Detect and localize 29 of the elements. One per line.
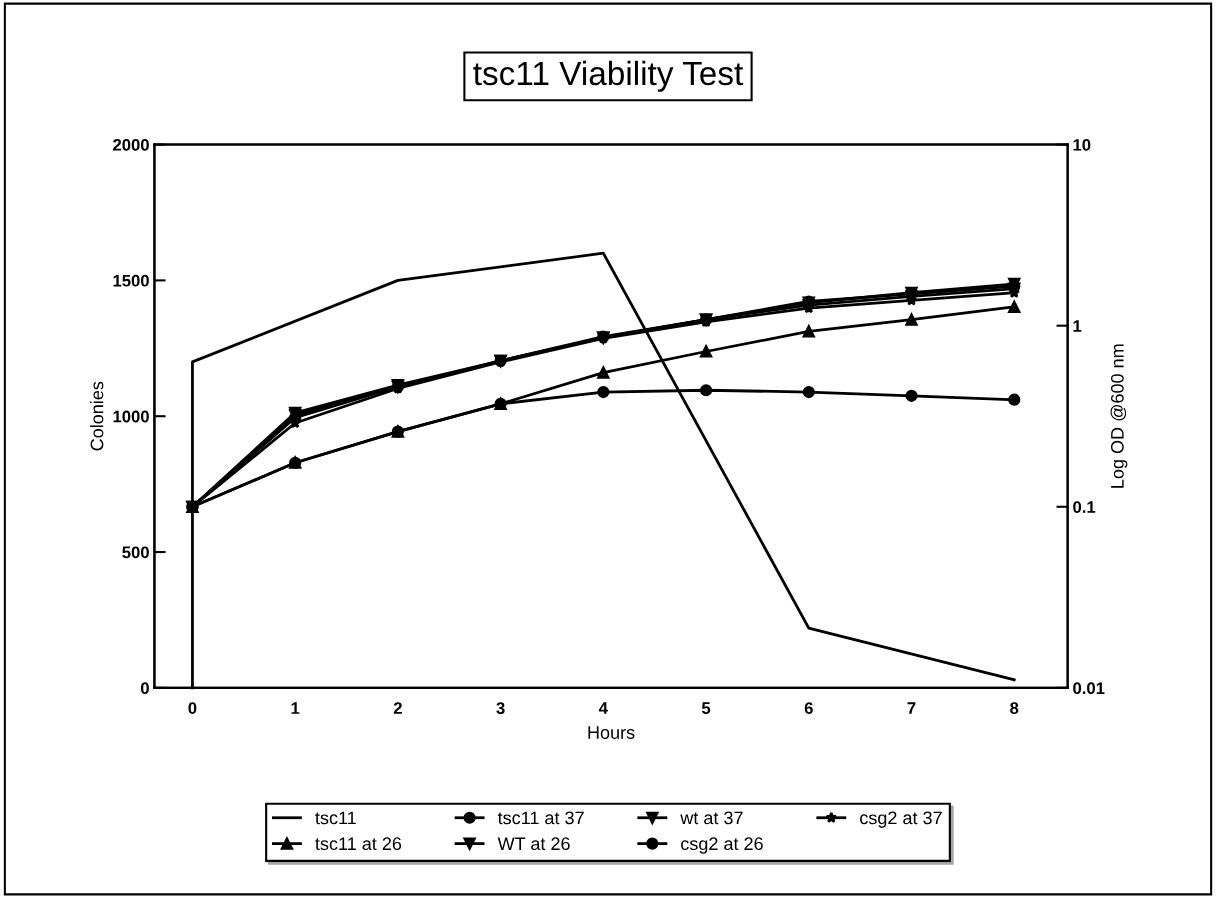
legend-label: WT at 26 [497,837,570,851]
legend-label: csg2 at 37 [860,811,942,828]
x-tick-label: 8 [1010,702,1019,714]
y2-axis-title: Log OD @600 nm [1110,344,1128,488]
x-tick-label: 0 [188,702,197,714]
legend-label: tsc11 at 26 [315,837,402,851]
y2-tick-label: 10 [1073,138,1091,151]
y-tick-label: 1000 [113,410,149,423]
y-tick-label: 2000 [113,138,149,151]
x-tick-label: 2 [393,702,402,714]
y-tick-label: 500 [122,546,149,559]
x-tick-label: 6 [804,702,813,714]
x-tick-label: 7 [907,702,916,714]
y2-tick-label: 1 [1073,320,1082,332]
y-tick-label: 0 [140,682,149,695]
x-axis-title: Hours [588,726,635,739]
x-tick-label: 3 [496,702,505,715]
y2-tick-label: 0.1 [1073,501,1096,513]
y-tick-label: 1500 [113,274,149,287]
legend-label: wt at 37 [680,811,743,825]
legend-label: tsc11 at 37 [497,811,584,825]
x-tick-label: 4 [598,702,608,714]
legend-label: tsc11 [315,811,356,825]
x-tick-label: 5 [701,702,711,714]
x-tick-label: 1 [291,702,300,714]
y-axis-title: Colonies [90,381,104,451]
legend-label: csg2 at 26 [681,837,763,854]
chart-title: tsc11 Viability Test [473,60,744,92]
y2-tick-label: 0.01 [1073,682,1105,695]
